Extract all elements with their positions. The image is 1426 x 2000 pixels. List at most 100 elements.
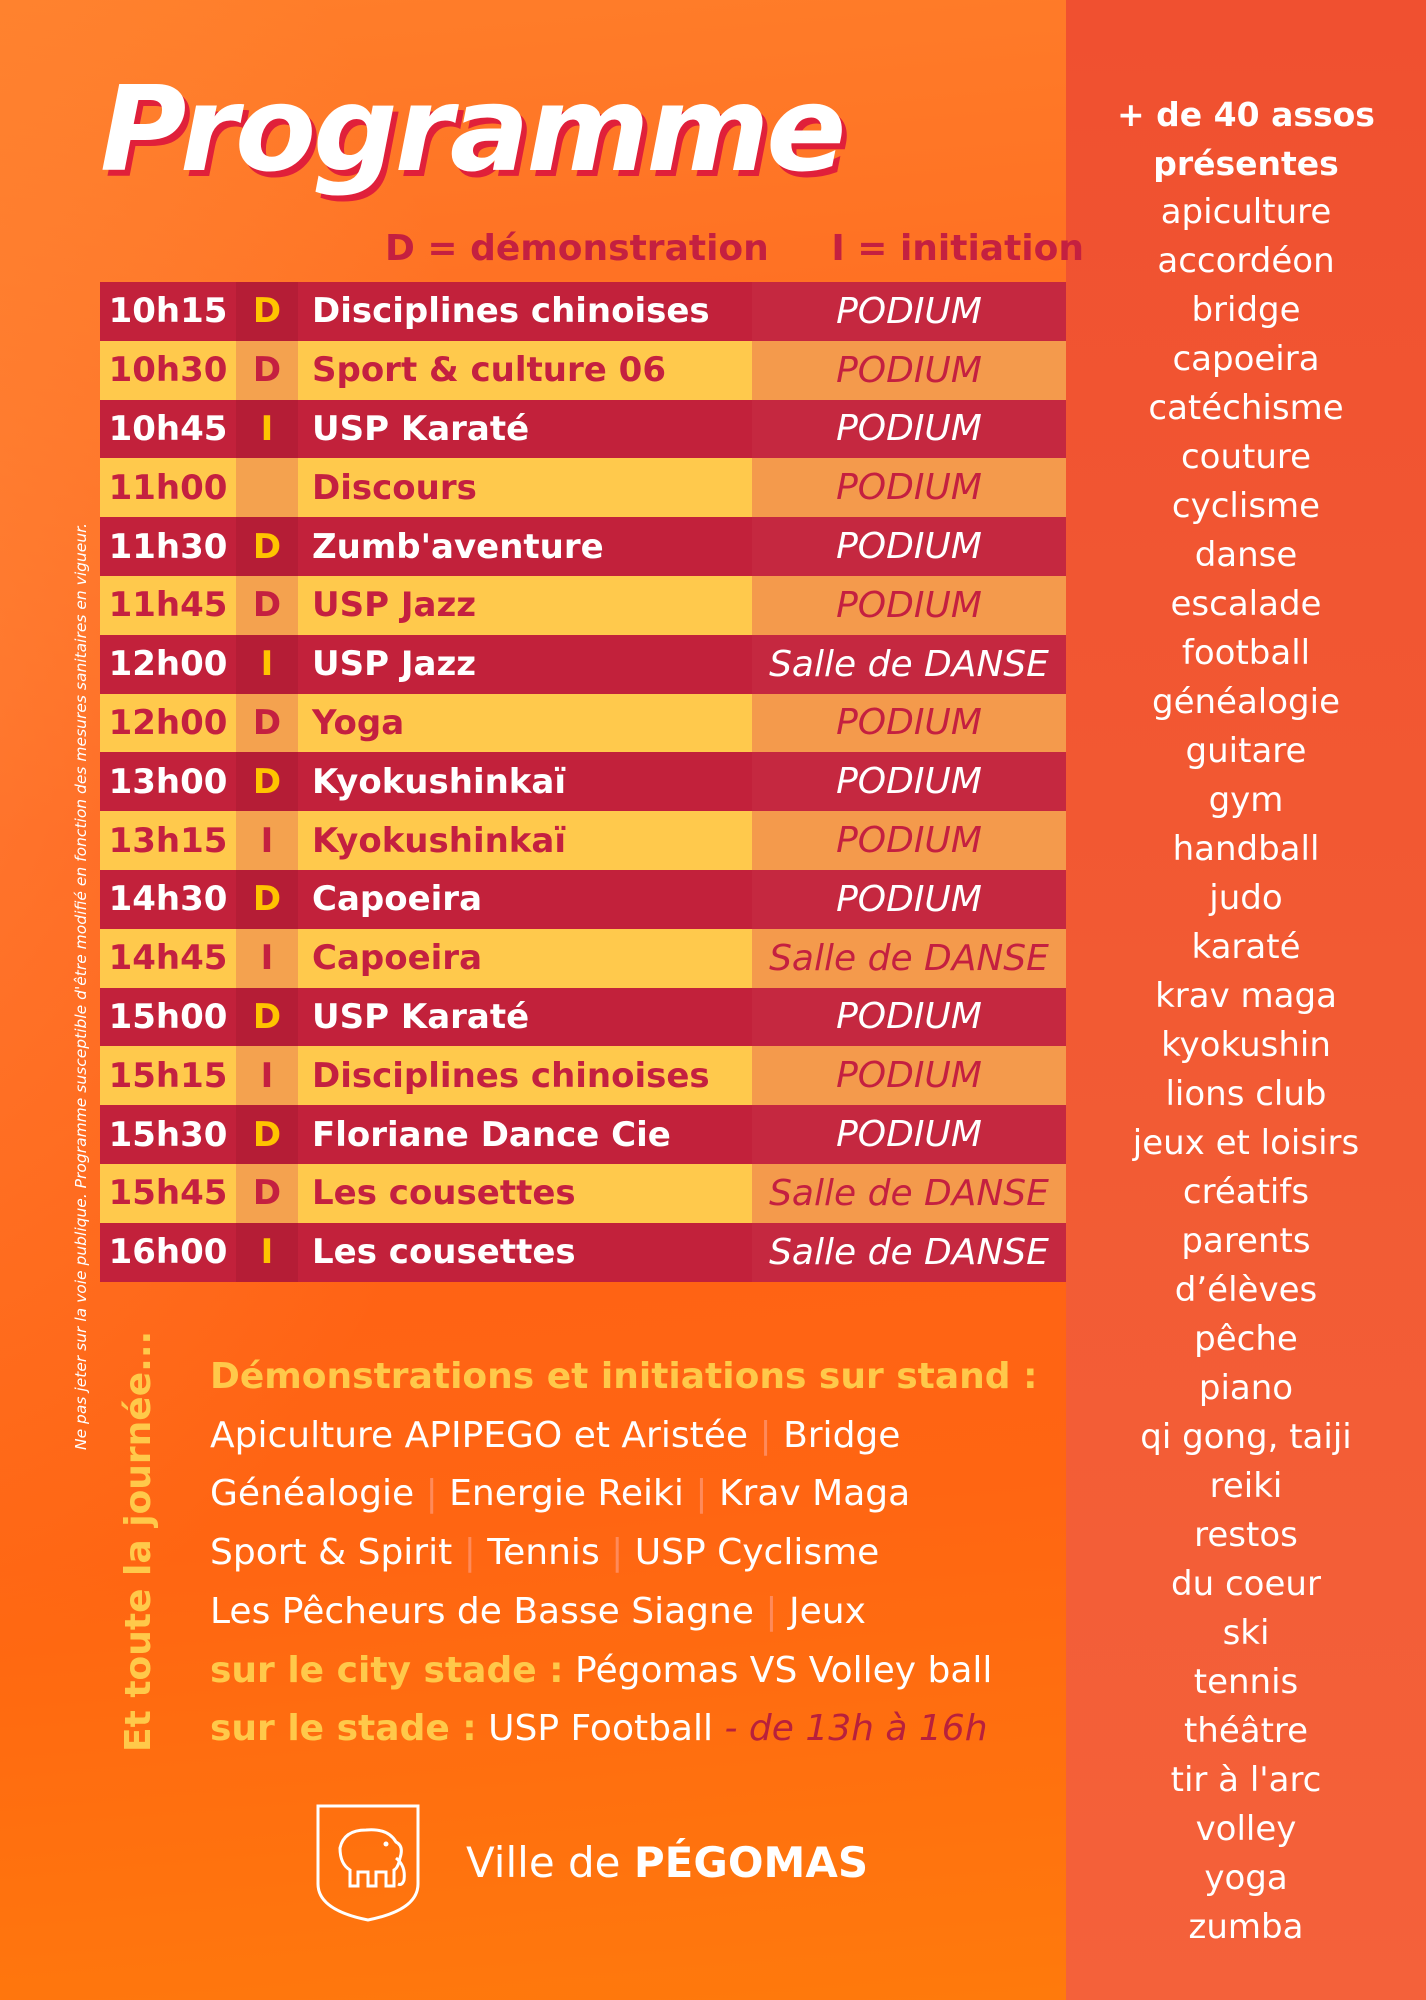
schedule-location: PODIUM — [752, 987, 1066, 1047]
schedule-type: I — [236, 1046, 298, 1106]
assos-heading-line1: + de 40 assos — [1117, 95, 1375, 134]
assos-item: zumba — [1188, 1907, 1304, 1947]
schedule-activity: Les cousettes — [298, 1163, 752, 1223]
all-day-heading: Et toute la journée... — [118, 1330, 159, 1752]
schedule-row: 13h15 I Kyokushinkaï PODIUM — [100, 811, 1066, 870]
stadium-time: - de 13h à 16h — [724, 1708, 988, 1750]
assos-item: lions club — [1165, 1074, 1327, 1114]
stadium-label: sur le stade : — [210, 1708, 477, 1750]
schedule-row: 16h00 I Les cousettes Salle de DANSE — [100, 1222, 1066, 1282]
schedule-location: PODIUM — [752, 340, 1066, 400]
city-stade-value: Pégomas VS Volley ball — [575, 1649, 993, 1691]
assos-item: football — [1181, 633, 1311, 673]
schedule-type: D — [236, 693, 298, 753]
schedule-row: 11h30 D Zumb'aventure PODIUM — [100, 517, 1066, 576]
schedule-location: PODIUM — [752, 1046, 1066, 1106]
schedule-time: 11h00 — [100, 458, 236, 518]
stand-section: Démonstrations et initiations sur stand … — [210, 1348, 1060, 1759]
assos-item: capoeira — [1172, 339, 1320, 379]
schedule-table: 10h15 D Disciplines chinoises PODIUM 10h30 D S… — [100, 282, 1066, 1282]
assos-item: danse — [1194, 535, 1298, 575]
stand-line: Les Pêcheurs de Basse Siagne | Jeux — [210, 1583, 1060, 1642]
schedule-time: 13h00 — [100, 752, 236, 812]
schedule-activity: Kyokushinkaï — [298, 811, 752, 870]
assos-item: bridge — [1191, 290, 1301, 330]
assos-item: guitare — [1185, 731, 1307, 771]
assos-item: qi gong, taiji — [1140, 1417, 1352, 1457]
schedule-activity: Kyokushinkaï — [298, 752, 752, 812]
stand-item: Bridge — [783, 1414, 901, 1456]
schedule-type: I — [236, 811, 298, 870]
legend-demonstration: D = démonstration — [385, 228, 769, 269]
schedule-time: 11h30 — [100, 517, 236, 576]
assos-item: restos — [1194, 1515, 1298, 1555]
assos-item: cyclisme — [1171, 486, 1321, 526]
assos-item: pêche — [1194, 1319, 1298, 1359]
schedule-type: D — [236, 869, 298, 929]
schedule-time: 12h00 — [100, 634, 236, 694]
stand-heading: Démonstrations et initiations sur stand … — [210, 1356, 1038, 1397]
assos-item: gym — [1208, 780, 1284, 820]
stand-line: Apiculture APIPEGO et Aristée | Bridge — [210, 1407, 1060, 1466]
assos-item: jeux et loisirs — [1132, 1123, 1360, 1163]
separator: | — [425, 1473, 438, 1515]
assos-item: créatifs — [1182, 1172, 1310, 1212]
assos-item: d’élèves — [1174, 1270, 1318, 1310]
schedule-location: PODIUM — [752, 458, 1066, 518]
schedule-row: 10h45 I USP Karaté PODIUM — [100, 399, 1066, 459]
separator: | — [611, 1532, 624, 1574]
city-stade-line: sur le city stade : Pégomas VS Volley ba… — [210, 1642, 1060, 1701]
stand-item: Energie Reiki — [449, 1473, 684, 1515]
schedule-row: 15h15 I Disciplines chinoises PODIUM — [100, 1046, 1066, 1106]
assos-item: kyokushin — [1161, 1025, 1331, 1065]
schedule-row: 15h00 D USP Karaté PODIUM — [100, 987, 1066, 1047]
schedule-type: D — [236, 1105, 298, 1164]
schedule-row: 15h45 D Les cousettes Salle de DANSE — [100, 1163, 1066, 1223]
separator: | — [759, 1414, 772, 1456]
schedule-activity: Capoeira — [298, 928, 752, 988]
city-prefix: Ville de — [466, 1838, 621, 1887]
assos-item: tir à l'arc — [1170, 1760, 1322, 1800]
schedule-activity: Zumb'aventure — [298, 517, 752, 576]
assos-item: handball — [1172, 829, 1320, 869]
schedule-row: 10h30 D Sport & culture 06 PODIUM — [100, 340, 1066, 400]
page-title: Programme — [100, 60, 846, 198]
schedule-row: 10h15 D Disciplines chinoises PODIUM — [100, 282, 1066, 341]
schedule-type: I — [236, 399, 298, 459]
schedule-location: PODIUM — [752, 282, 1066, 341]
assos-item: reiki — [1209, 1466, 1283, 1506]
schedule-location: Salle de DANSE — [752, 928, 1066, 988]
schedule-row: 12h00 D Yoga PODIUM — [100, 693, 1066, 753]
schedule-row: 11h00 Discours PODIUM — [100, 458, 1066, 518]
schedule-location: PODIUM — [752, 517, 1066, 576]
assos-item: volley — [1195, 1809, 1297, 1849]
schedule-time: 15h15 — [100, 1046, 236, 1106]
stand-lines: Apiculture APIPEGO et Aristée | Bridge Gé… — [210, 1407, 1060, 1642]
schedule-type: D — [236, 282, 298, 341]
schedule-activity: USP Karaté — [298, 987, 752, 1047]
stand-item: Les Pêcheurs de Basse Siagne — [210, 1590, 754, 1632]
schedule-location: PODIUM — [752, 693, 1066, 753]
assos-item: généalogie — [1152, 682, 1340, 722]
schedule-row: 13h00 D Kyokushinkaï PODIUM — [100, 752, 1066, 812]
schedule-type: D — [236, 987, 298, 1047]
schedule-type: I — [236, 634, 298, 694]
schedule-type: I — [236, 928, 298, 988]
assos-item: apiculture — [1160, 192, 1332, 232]
assos-item: couture — [1180, 437, 1312, 477]
assos-item: escalade — [1170, 584, 1322, 624]
stand-item: Apiculture APIPEGO et Aristée — [210, 1414, 749, 1456]
schedule-location: PODIUM — [752, 1105, 1066, 1164]
assos-item: accordéon — [1157, 241, 1335, 281]
assos-item: théâtre — [1183, 1711, 1309, 1751]
stand-item: Tennis — [487, 1532, 600, 1574]
schedule-time: 15h45 — [100, 1163, 236, 1223]
separator: | — [695, 1473, 708, 1515]
schedule-time: 15h30 — [100, 1105, 236, 1164]
schedule-row: 15h30 D Floriane Dance Cie PODIUM — [100, 1105, 1066, 1164]
stand-item: USP Cyclisme — [634, 1532, 880, 1574]
disclaimer-note: Ne pas jeter sur la voie publique. Progr… — [72, 522, 90, 1450]
schedule-row: 11h45 D USP Jazz PODIUM — [100, 575, 1066, 635]
schedule-type — [236, 458, 298, 518]
schedule-location: Salle de DANSE — [752, 634, 1066, 694]
